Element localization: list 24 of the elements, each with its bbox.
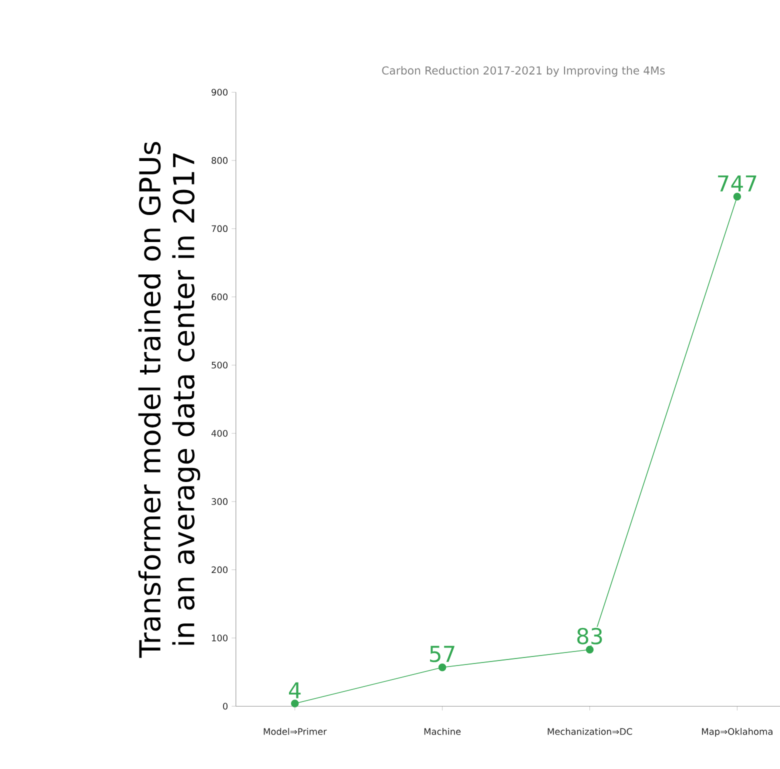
point: [733, 192, 742, 200]
y-tick-label: 600: [212, 294, 228, 300]
y-tick-label: 200: [212, 566, 228, 574]
point: [438, 663, 446, 672]
y-tick-label: 0: [223, 702, 228, 710]
y-axis-title: Transformer model trained on GPUs in an average data center in 2017: [138, 142, 200, 658]
y-tick-label: 100: [212, 634, 228, 642]
point: [586, 646, 594, 654]
y-tick-label: 500: [212, 362, 228, 368]
y-tick-label: 300: [212, 498, 228, 505]
x-tick-label: Map⇒Oklahoma: [702, 728, 772, 737]
x-tick-label: Model⇒Primer: [264, 728, 327, 735]
data-label: 747: [718, 175, 756, 192]
x-tick-label: Mechanization⇒DC: [548, 728, 632, 735]
data-label: 57: [430, 646, 454, 662]
y-tick-label: 900: [212, 88, 228, 96]
x-tick-label: Machine: [424, 728, 461, 735]
data-label: 4: [288, 682, 301, 698]
y-tick-label: 400: [211, 430, 228, 437]
data-label: 83: [577, 628, 602, 644]
chart-title: Carbon Reduction 2017-2021 by Improving the 4Ms: [382, 66, 665, 77]
y-tick-label: 800: [212, 157, 228, 164]
point: [290, 700, 299, 708]
y-tick-label: 700: [212, 225, 228, 232]
